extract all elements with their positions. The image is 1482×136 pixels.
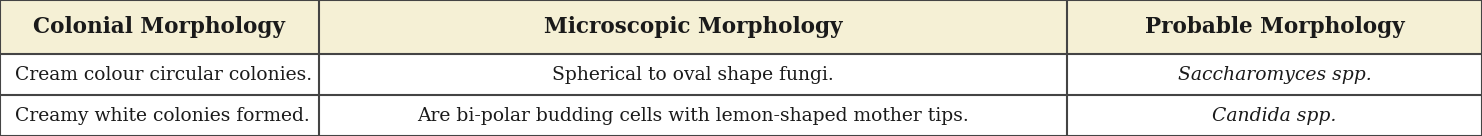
Bar xyxy=(319,95,1067,136)
Text: Probable Morphology: Probable Morphology xyxy=(1144,16,1405,38)
Bar xyxy=(1067,95,1482,136)
Text: Saccharomyces spp.: Saccharomyces spp. xyxy=(1178,66,1371,84)
Bar xyxy=(319,0,1067,54)
Text: Creamy white colonies formed.: Creamy white colonies formed. xyxy=(15,107,310,125)
Bar xyxy=(319,54,1067,95)
Bar xyxy=(1067,0,1482,54)
Text: Spherical to oval shape fungi.: Spherical to oval shape fungi. xyxy=(551,66,834,84)
Text: Microscopic Morphology: Microscopic Morphology xyxy=(544,16,842,38)
Text: Colonial Morphology: Colonial Morphology xyxy=(34,16,285,38)
Bar xyxy=(1067,54,1482,95)
Bar xyxy=(0,54,319,95)
Text: Candida spp.: Candida spp. xyxy=(1212,107,1337,125)
Bar xyxy=(0,0,319,54)
Bar xyxy=(0,95,319,136)
Text: Are bi-polar budding cells with lemon-shaped mother tips.: Are bi-polar budding cells with lemon-sh… xyxy=(416,107,969,125)
Text: Cream colour circular colonies.: Cream colour circular colonies. xyxy=(15,66,311,84)
